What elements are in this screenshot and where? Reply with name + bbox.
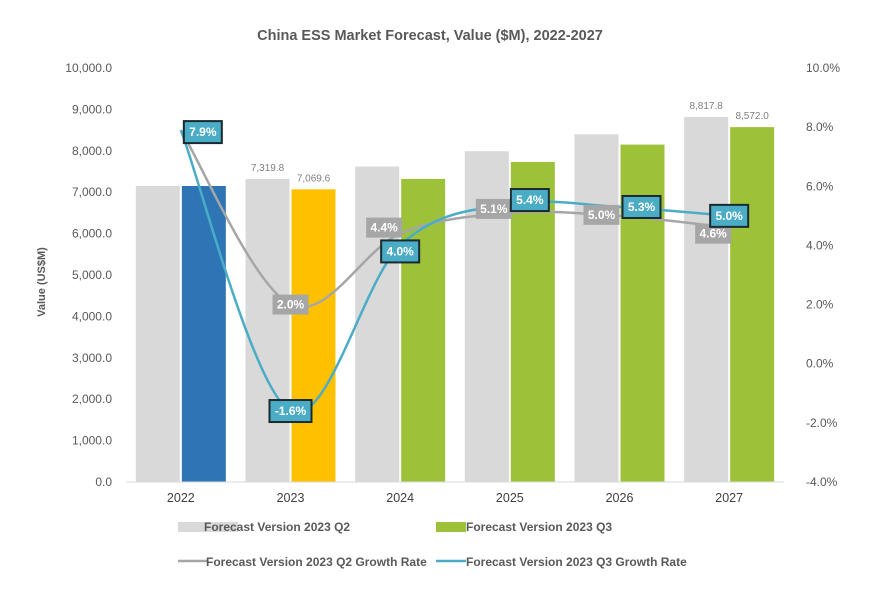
y-tick-label: 7,000.0: [72, 185, 112, 199]
bar-q3: [510, 161, 555, 482]
growth-label-q3: 5.4%: [516, 193, 544, 207]
bar-q3: [181, 185, 226, 483]
growth-label-q2: 4.4%: [370, 221, 398, 235]
bar-q2: [574, 134, 619, 483]
x-tick-label: 2022: [167, 491, 195, 505]
chart-title: China ESS Market Forecast, Value ($M), 2…: [257, 28, 603, 44]
legend-swatch-q3: [436, 522, 466, 532]
legend-swatch-q2: [178, 522, 238, 532]
growth-label-q3: 5.0%: [715, 209, 743, 223]
right-axis-ticks: -4.0% -2.0% 0.0% 2.0% 4.0% 6.0% 8.0% 10.0%: [806, 61, 840, 489]
left-axis-ticks: 0.0 1,000.0 2,000.0 3,000.0 4,000.0 5,000.0 6,…: [65, 61, 112, 489]
bar-q2: [135, 185, 180, 483]
y-tick-label: 1,000.0: [72, 434, 112, 448]
growth-label-q3: 4.0%: [386, 244, 414, 258]
legend: Forecast Version 2023 Q2 Forecast Version…: [178, 520, 687, 569]
growth-label-q3: 5.3%: [628, 200, 656, 214]
growth-label-box-q2: [475, 198, 512, 219]
y-tick-label: 0.0: [95, 475, 112, 489]
growth-label-box-q3: [509, 188, 550, 213]
bar-q3: [730, 127, 775, 482]
y2-tick-label: 2.0%: [806, 298, 834, 312]
bar-q3: [291, 189, 336, 483]
x-tick-label: 2026: [606, 491, 634, 505]
y-tick-label: 9,000.0: [72, 102, 112, 116]
legend-label-q3: Forecast Version 2023 Q3: [466, 520, 612, 534]
growth-label-box-q3: [268, 399, 313, 424]
x-axis-ticks: 2022 2023 2024 2025 2026 2027: [167, 491, 743, 505]
y2-tick-label: 0.0%: [806, 357, 834, 371]
y2-tick-label: -4.0%: [806, 475, 838, 489]
x-tick-label: 2023: [277, 491, 305, 505]
growth-label-box-q2: [366, 217, 403, 238]
bars: [135, 116, 775, 483]
line-q2-growth: [179, 129, 730, 309]
x-tick-label: 2027: [715, 491, 743, 505]
y2-tick-label: 10.0%: [806, 61, 840, 75]
y-tick-label: 5,000.0: [72, 268, 112, 282]
bar-value-label: 8,817.8: [689, 101, 723, 112]
bar-value-label: 7,069.6: [297, 173, 331, 184]
growth-label-q3: 7.9%: [189, 125, 217, 139]
legend-label-q2: Forecast Version 2023 Q2: [204, 520, 350, 534]
y2-tick-label: -2.0%: [806, 416, 838, 430]
legend-label-q3-growth: Forecast Version 2023 Q3 Growth Rate: [466, 555, 687, 569]
y-tick-label: 4,000.0: [72, 309, 112, 323]
growth-label-q3: -1.6%: [275, 404, 307, 418]
y-axis-title: Value (US$M): [36, 247, 48, 317]
y-tick-label: 8,000.0: [72, 144, 112, 158]
bar-value-label: 8,572.0: [735, 111, 769, 122]
bar-q2: [355, 166, 400, 483]
growth-label-box-q3: [182, 120, 223, 145]
growth-label-box-q3: [709, 203, 750, 228]
y2-tick-label: 4.0%: [806, 238, 834, 252]
y-tick-label: 3,000.0: [72, 351, 112, 365]
bar-q2: [684, 116, 729, 482]
growth-label-q2: 5.1%: [480, 202, 508, 216]
bar-value-labels: 7,319.8 7,069.6 8,817.8 8,572.0: [251, 101, 769, 184]
x-tick-label: 2025: [496, 491, 524, 505]
growth-label-q2: 4.6%: [699, 227, 727, 241]
bar-q2: [245, 178, 290, 483]
growth-label-box-q3: [380, 239, 421, 264]
y-tick-label: 2,000.0: [72, 392, 112, 406]
legend-label-q2-growth: Forecast Version 2023 Q2 Growth Rate: [206, 555, 427, 569]
y-tick-label: 6,000.0: [72, 227, 112, 241]
growth-label-q2: 2.0%: [277, 298, 305, 312]
growth-label-q2: 5.0%: [588, 208, 616, 222]
y-tick-label: 10,000.0: [65, 61, 112, 75]
y2-tick-label: 8.0%: [806, 120, 834, 134]
growth-labels: 2.0% 4.4% 5.1% 5.0% 4.6% 7.9% -1.6% 4.0% 5.4% 5.3…: [182, 120, 750, 424]
growth-label-box-q2: [272, 294, 309, 315]
growth-label-box-q2: [583, 204, 620, 225]
growth-label-box-q2: [695, 223, 732, 244]
bar-value-label: 7,319.8: [251, 163, 285, 174]
y2-tick-label: 6.0%: [806, 179, 834, 193]
growth-label-box-q3: [621, 194, 662, 219]
x-tick-label: 2024: [386, 491, 414, 505]
